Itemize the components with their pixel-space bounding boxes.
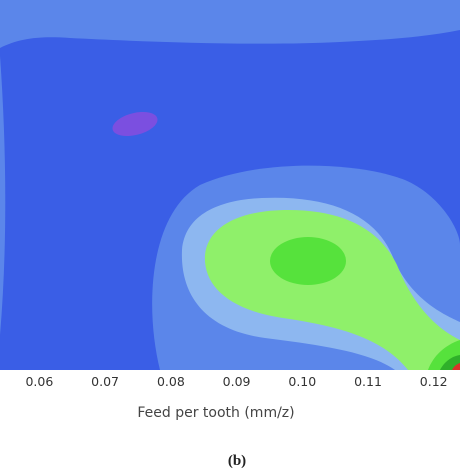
x-tick-label: 0.10 [288,374,316,389]
x-axis-ticks: 0.06 0.07 0.08 0.09 0.10 0.11 0.12 [25,374,447,389]
x-tick-label: 0.09 [223,374,251,389]
contour-plot-area [0,0,460,370]
x-tick-label: 0.06 [25,374,53,389]
panel-caption: (b) [228,453,246,469]
contour-level-8-corner [452,363,460,370]
x-axis-title: Feed per tooth (mm/z) [137,405,294,421]
contour-level-3-top-band [0,0,460,48]
contour-level-6-peak [270,237,346,285]
x-tick-label: 0.08 [157,374,185,389]
x-tick-label: 0.12 [420,374,448,389]
x-tick-label: 0.11 [354,374,382,389]
contour-level-3-left-strip [0,56,6,335]
x-tick-label: 0.07 [91,374,119,389]
contour-level-5-region [204,210,460,370]
contour-level-1-low-region [112,111,158,137]
